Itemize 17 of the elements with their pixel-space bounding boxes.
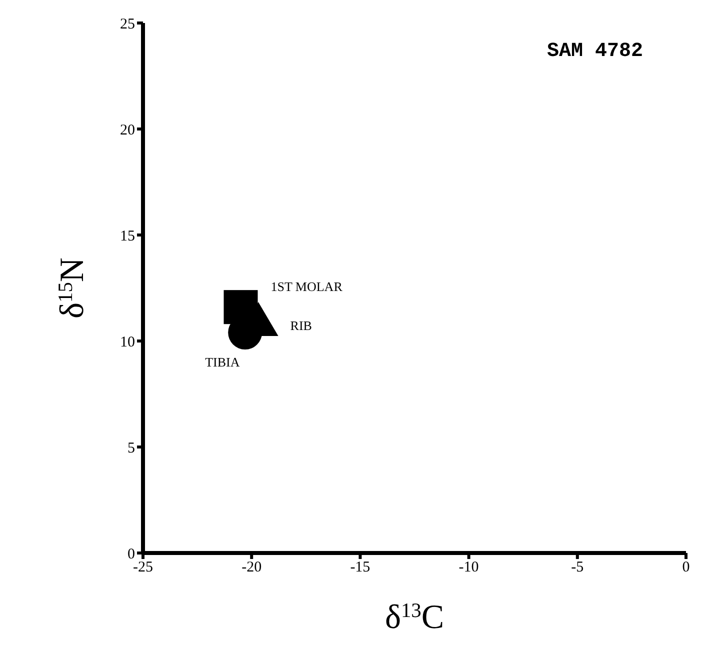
series-label: TIBIA — [205, 354, 240, 370]
x-tick-label: -5 — [571, 560, 584, 576]
x-tick-label: -20 — [242, 560, 262, 576]
y-tick-label: 10 — [120, 334, 135, 350]
series-label: 1ST MOLAR — [270, 279, 343, 294]
x-tick-label: -10 — [458, 560, 479, 576]
series-label: RIB — [290, 318, 312, 334]
x-tick-label: -25 — [133, 560, 153, 576]
y-tick-label: 5 — [128, 440, 135, 456]
x-tick-label: 0 — [682, 560, 690, 576]
x-axis-title: δ$^{13}$C — [384, 599, 444, 636]
y-tick-label: 20 — [120, 122, 135, 138]
text: SAM 4782 — [546, 40, 643, 63]
y-tick-label: 15 — [120, 228, 135, 244]
y-tick-label: 0 — [128, 546, 135, 562]
x-tick-label: -15 — [350, 560, 370, 576]
y-tick-label: 25 — [120, 16, 135, 32]
